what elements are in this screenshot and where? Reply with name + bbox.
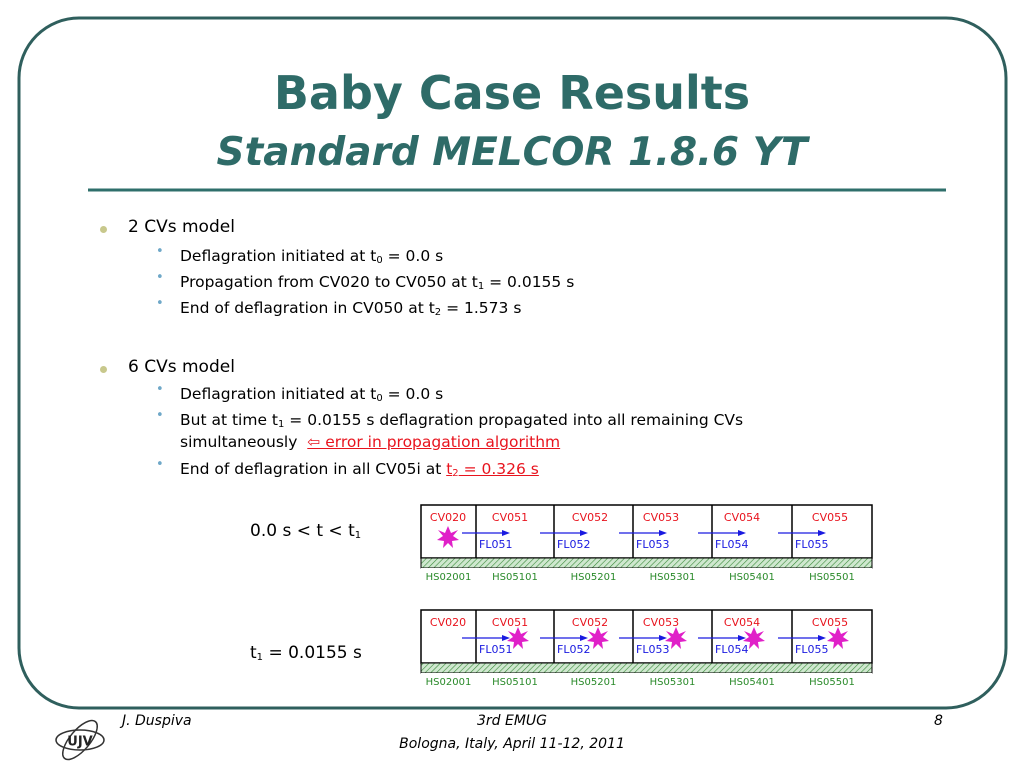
sub-bullet: But at time t1 = 0.0155 s deflagration p… xyxy=(180,411,743,430)
sub-bullet: End of deflagration in all CV05i at t2 =… xyxy=(180,460,539,479)
sub-bullet: Propagation from CV020 to CV050 at t1 = … xyxy=(180,273,574,292)
arrow-head xyxy=(502,635,510,641)
fl-label: FL052 xyxy=(557,643,590,656)
subscript: 1 xyxy=(278,419,285,430)
arrow-head xyxy=(580,635,588,641)
cv-label: CV054 xyxy=(724,511,760,524)
sub-bullet: Deflagration initiated at t0 = 0.0 s xyxy=(180,385,443,404)
hs-label: HS05301 xyxy=(650,572,696,583)
text: = 0.0 s xyxy=(382,385,444,403)
fl-label: FL055 xyxy=(795,538,828,551)
footer-event: 3rd EMUG xyxy=(476,713,548,729)
frame xyxy=(17,16,1008,710)
hs-label: HS05401 xyxy=(729,572,775,583)
arrow-head xyxy=(580,530,588,536)
cv-label: CV020 xyxy=(430,616,466,629)
cv-label: CV053 xyxy=(643,511,679,524)
fl-label: FL051 xyxy=(479,643,512,656)
fl-label: FL051 xyxy=(479,538,512,551)
cv-label: CV053 xyxy=(643,616,679,629)
subscript: 2 xyxy=(434,307,442,318)
bullet: 2 CVs model xyxy=(128,217,235,237)
subscript: 1 xyxy=(477,281,485,292)
fl-label: FL053 xyxy=(636,538,669,551)
arrow-head xyxy=(659,635,667,641)
text: End of deflagration in CV050 at t xyxy=(180,299,435,317)
arrow-head xyxy=(738,635,746,641)
sub-bullet: End of deflagration in CV050 at t2 = 1.5… xyxy=(180,299,521,318)
text: t xyxy=(250,643,257,663)
arrow-head xyxy=(738,530,746,536)
text: 0.0 s < t < t xyxy=(250,521,355,541)
cv-label: CV020 xyxy=(430,511,466,524)
hs-label: HS02001 xyxy=(426,572,472,583)
cv-label: CV055 xyxy=(812,616,848,629)
sub-bullet-cont: simultaneously ⇦ error in propagation al… xyxy=(180,433,560,451)
text: Deflagration initiated at t xyxy=(180,247,377,265)
heat-structure-band xyxy=(420,557,873,569)
cv-label: CV054 xyxy=(724,616,760,629)
logo: UJV xyxy=(55,719,105,761)
arrow-head xyxy=(659,530,667,536)
cv-label: CV052 xyxy=(572,616,608,629)
subscript: 0 xyxy=(376,393,383,404)
page-number: 8 xyxy=(934,713,943,729)
cv-label: CV051 xyxy=(492,511,528,524)
text: simultaneously xyxy=(180,433,298,451)
hs-row xyxy=(421,568,872,585)
bullet: 6 CVs model xyxy=(128,357,235,377)
footer-place: Bologna, Italy, April 11-12, 2011 xyxy=(399,736,625,752)
hs-label: HS02001 xyxy=(426,677,472,688)
subscript: 0 xyxy=(376,255,383,266)
text: = 1.573 s xyxy=(441,299,522,317)
subscript: 1 xyxy=(354,530,362,541)
arrow-head xyxy=(818,530,826,536)
text: = 0.0155 s xyxy=(263,643,362,663)
text: = 0.0155 s deflagration propagated into … xyxy=(284,411,744,429)
diagram-label: t1 = 0.0155 s xyxy=(250,643,362,663)
title: Baby Case Results xyxy=(273,66,751,120)
hs-label: HS05101 xyxy=(492,572,538,583)
arrow-head xyxy=(502,530,510,536)
logo-text: UJV xyxy=(67,735,92,750)
heat-structure-band xyxy=(420,662,873,674)
hs-label: HS05101 xyxy=(492,677,538,688)
subtitle: Standard MELCOR 1.8.6 YT xyxy=(216,130,808,175)
hs-row xyxy=(421,673,872,690)
cv-label: CV051 xyxy=(492,616,528,629)
diagram-box xyxy=(420,504,873,559)
arrow-head xyxy=(818,635,826,641)
text: = 0.0155 s xyxy=(484,273,575,291)
subscript: 1 xyxy=(256,652,264,663)
hs-label: HS05501 xyxy=(809,572,855,583)
text: Deflagration initiated at t xyxy=(180,385,377,403)
hs-label: HS05501 xyxy=(809,677,855,688)
text: = 0.326 s xyxy=(458,460,539,478)
fl-label: FL052 xyxy=(557,538,590,551)
hs-label: HS05401 xyxy=(729,677,775,688)
subscript: 2 xyxy=(452,468,459,479)
text: But at time t xyxy=(180,411,278,429)
fl-label: FL053 xyxy=(636,643,669,656)
text: t xyxy=(446,460,453,478)
error-note: ⇦ error in propagation algorithm xyxy=(307,433,561,451)
cv-label: CV052 xyxy=(572,511,608,524)
diagram-label: 0.0 s < t < t1 xyxy=(250,521,361,541)
cv-label: CV055 xyxy=(812,511,848,524)
diagram-box xyxy=(420,609,873,664)
footer-author: J. Duspiva xyxy=(122,713,192,729)
highlight: t2 = 0.326 s xyxy=(446,460,539,479)
text: Propagation from CV020 to CV050 at t xyxy=(180,273,478,291)
fl-label: FL054 xyxy=(715,538,748,551)
hs-label: HS05201 xyxy=(571,572,617,583)
fl-label: FL055 xyxy=(795,643,828,656)
sub-bullet: Deflagration initiated at t0 = 0.0 s xyxy=(180,247,443,266)
hs-label: HS05301 xyxy=(650,677,696,688)
hs-label: HS05201 xyxy=(571,677,617,688)
text: End of deflagration in all CV05i at xyxy=(180,460,447,478)
fl-label: FL054 xyxy=(715,643,748,656)
text: = 0.0 s xyxy=(382,247,444,265)
